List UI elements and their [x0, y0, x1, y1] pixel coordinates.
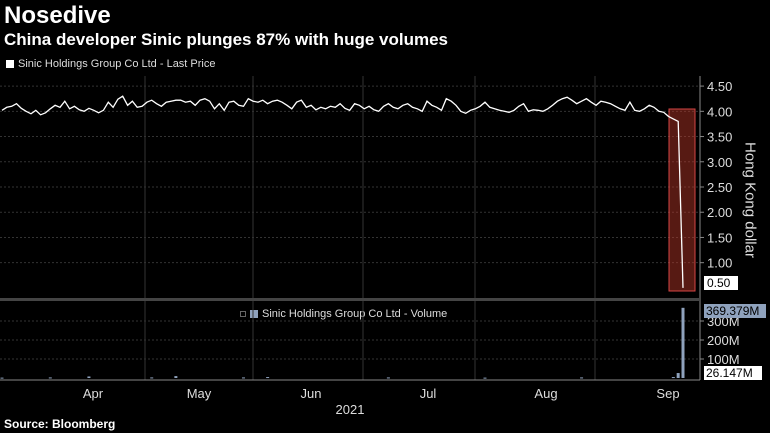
price-tick-label: 3.00: [707, 155, 732, 170]
volume-tick-label: 200M: [707, 333, 740, 348]
volume-legend-swatch: [250, 310, 258, 318]
x-tick-label: Apr: [83, 386, 104, 401]
chart-subtitle: China developer Sinic plunges 87% with h…: [4, 30, 448, 49]
volume-bar: [241, 377, 245, 379]
volume-legend-marker: [240, 311, 246, 317]
x-tick-label: Aug: [534, 386, 557, 401]
volume-bar: [48, 377, 52, 379]
volume-bar: [676, 373, 680, 378]
volume-bar: [580, 377, 584, 379]
chart-title: Nosedive: [4, 2, 111, 29]
price-tick-label: 4.00: [707, 104, 732, 119]
volume-legend: Sinic Holdings Group Co Ltd - Volume: [240, 308, 447, 320]
price-legend: Sinic Holdings Group Co Ltd - Last Price: [6, 58, 215, 70]
price-last-value-label: 0.50: [707, 276, 731, 290]
volume-bar: [386, 377, 390, 379]
volume-bar: [483, 377, 487, 379]
volume-bar: [266, 377, 270, 379]
price-tick-label: 1.50: [707, 230, 732, 245]
volume-bar: [174, 376, 178, 378]
volume-bar: [87, 376, 91, 378]
volume-last-value-label: 369.379M: [706, 304, 759, 318]
volume-bar: [671, 377, 675, 379]
price-series-line: [1, 95, 684, 288]
price-tick-label: 2.50: [707, 180, 732, 195]
volume-bar: [150, 377, 154, 379]
x-tick-label: Jul: [420, 386, 437, 401]
price-tick-label: 2.00: [707, 205, 732, 220]
source-note: Source: Bloomberg: [4, 417, 116, 431]
volume-bar: [0, 377, 4, 379]
price-tick-label: 4.50: [707, 79, 732, 94]
volume-secondary-value-label: 26.147M: [706, 366, 753, 380]
price-legend-swatch: [6, 60, 14, 68]
price-legend-label: Sinic Holdings Group Co Ltd - Last Price: [18, 58, 216, 70]
price-tick-label: 3.50: [707, 130, 732, 145]
volume-bar: [681, 307, 685, 378]
volume-tick-label: 100M: [707, 352, 740, 367]
volume-last-value-box: [704, 304, 766, 318]
volume-secondary-value-box: [704, 366, 762, 380]
x-tick-label: May: [187, 386, 212, 401]
price-last-value-box: [704, 276, 738, 290]
x-tick-label: Jun: [301, 386, 322, 401]
x-tick-label: Sep: [656, 386, 679, 401]
x-axis-year-label: 2021: [336, 402, 365, 417]
panel-separator: [0, 298, 700, 301]
volume-legend-label: Sinic Holdings Group Co Ltd - Volume: [262, 308, 448, 320]
price-tick-label: 1.00: [707, 256, 732, 271]
